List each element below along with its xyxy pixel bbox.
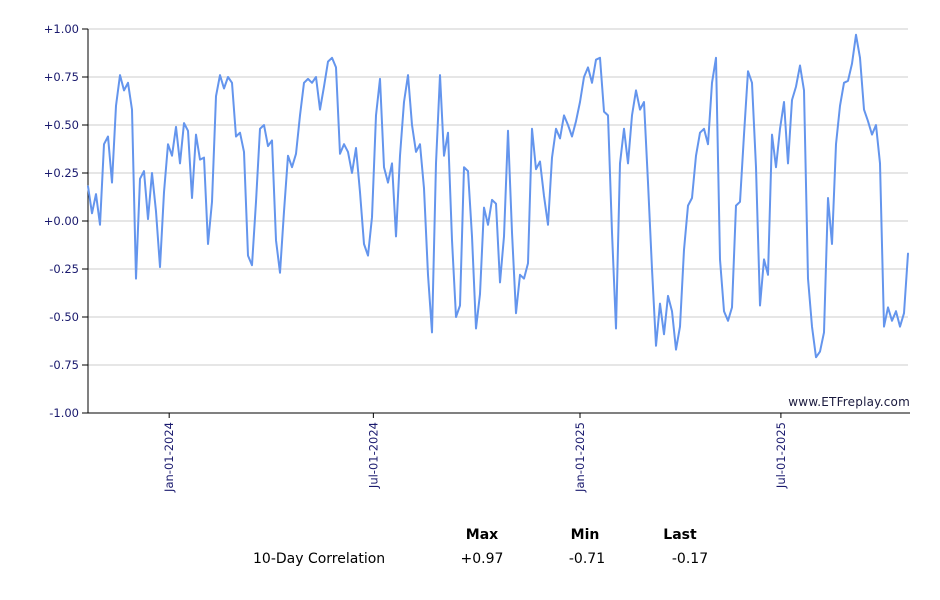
y-tick-label: -0.25 <box>49 262 79 276</box>
y-tick-label: +0.50 <box>44 118 79 132</box>
correlation-chart: +1.00 +0.75 +0.50 +0.25 +0.00 -0.25 -0.50 -0.75… <box>44 22 910 493</box>
y-tick-label: -0.75 <box>49 358 79 372</box>
y-tick-label: -1.00 <box>49 406 79 420</box>
y-tick-label: +0.00 <box>44 214 79 228</box>
stats-header-max: Max <box>465 527 499 543</box>
stats-value-last: -0.17 <box>671 551 709 567</box>
y-tick-label: +1.00 <box>44 22 79 36</box>
x-tick-label: Jul-01-2024 <box>366 422 380 489</box>
chart-canvas: +1.00 +0.75 +0.50 +0.25 +0.00 -0.25 -0.50 -0.75… <box>44 22 910 493</box>
x-tick-label: Jan-01-2025 <box>573 422 587 493</box>
stats-value-max: +0.97 <box>460 551 504 567</box>
y-tick-label: +0.75 <box>44 70 79 84</box>
stats-header-last: Last <box>663 527 697 543</box>
etfreplay-watermark-link[interactable]: www.ETFreplay.com <box>788 395 910 409</box>
stats-row-label: 10-Day Correlation <box>253 551 386 567</box>
x-tick-label: Jan-01-2024 <box>162 422 176 493</box>
y-tick-label: +0.25 <box>44 166 79 180</box>
correlation-line-series <box>87 33 909 359</box>
stats-header-min: Min <box>570 527 600 543</box>
x-tick-label: Jul-01-2025 <box>774 422 788 489</box>
stats-table: Max Min Last 10-Day Correlation +0.97 -0… <box>0 518 940 588</box>
y-tick-label: -0.50 <box>49 310 79 324</box>
stats-value-min: -0.71 <box>568 551 606 567</box>
